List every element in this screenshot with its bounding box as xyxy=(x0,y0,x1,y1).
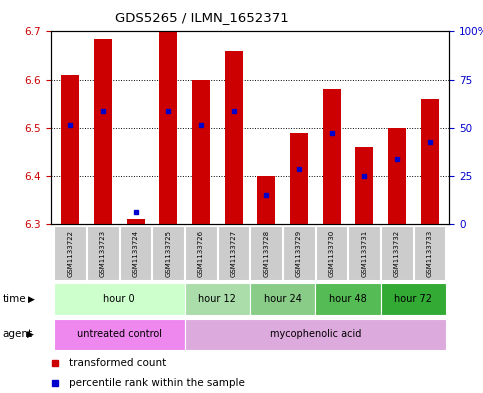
Text: ▶: ▶ xyxy=(27,330,33,339)
Bar xyxy=(127,219,144,224)
Bar xyxy=(192,80,210,224)
Text: GSM1133732: GSM1133732 xyxy=(394,230,400,277)
Text: hour 12: hour 12 xyxy=(199,294,236,304)
Text: GSM1133723: GSM1133723 xyxy=(100,230,106,277)
Text: transformed count: transformed count xyxy=(69,358,166,367)
Text: hour 0: hour 0 xyxy=(103,294,135,304)
Bar xyxy=(94,39,112,224)
Text: GSM1133727: GSM1133727 xyxy=(230,230,237,277)
Text: GSM1133725: GSM1133725 xyxy=(165,230,171,277)
Bar xyxy=(153,226,184,281)
Bar xyxy=(348,226,380,281)
Bar xyxy=(54,319,185,350)
Bar xyxy=(355,147,373,224)
Text: GSM1133733: GSM1133733 xyxy=(426,230,433,277)
Bar xyxy=(159,31,177,224)
Bar xyxy=(120,226,152,281)
Bar xyxy=(55,226,86,281)
Text: GSM1133724: GSM1133724 xyxy=(133,230,139,277)
Text: GSM1133731: GSM1133731 xyxy=(361,230,367,277)
Bar xyxy=(225,51,242,224)
Bar xyxy=(185,283,250,315)
Bar xyxy=(61,75,79,224)
Bar xyxy=(218,226,249,281)
Bar xyxy=(323,89,341,224)
Bar xyxy=(381,226,413,281)
Bar xyxy=(414,226,445,281)
Text: GSM1133726: GSM1133726 xyxy=(198,230,204,277)
Text: GSM1133729: GSM1133729 xyxy=(296,230,302,277)
Bar xyxy=(315,283,381,315)
Text: GSM1133728: GSM1133728 xyxy=(263,230,270,277)
Bar xyxy=(257,176,275,224)
Bar xyxy=(388,128,406,224)
Text: hour 24: hour 24 xyxy=(264,294,301,304)
Bar xyxy=(290,132,308,224)
Bar xyxy=(87,226,119,281)
Bar xyxy=(316,226,347,281)
Text: time: time xyxy=(2,294,26,304)
Bar xyxy=(185,226,217,281)
Text: agent: agent xyxy=(2,329,32,340)
Text: hour 48: hour 48 xyxy=(329,294,367,304)
Text: GSM1133730: GSM1133730 xyxy=(328,230,335,277)
Bar xyxy=(185,319,446,350)
Text: GSM1133722: GSM1133722 xyxy=(67,230,73,277)
Bar xyxy=(251,226,282,281)
Text: hour 72: hour 72 xyxy=(394,294,432,304)
Bar xyxy=(283,226,315,281)
Bar xyxy=(54,283,185,315)
Bar xyxy=(381,283,446,315)
Bar xyxy=(250,283,315,315)
Text: ▶: ▶ xyxy=(28,295,35,303)
Text: percentile rank within the sample: percentile rank within the sample xyxy=(69,378,244,388)
Text: GDS5265 / ILMN_1652371: GDS5265 / ILMN_1652371 xyxy=(115,11,289,24)
Bar xyxy=(421,99,439,224)
Text: mycophenolic acid: mycophenolic acid xyxy=(270,329,361,340)
Text: untreated control: untreated control xyxy=(77,329,162,340)
